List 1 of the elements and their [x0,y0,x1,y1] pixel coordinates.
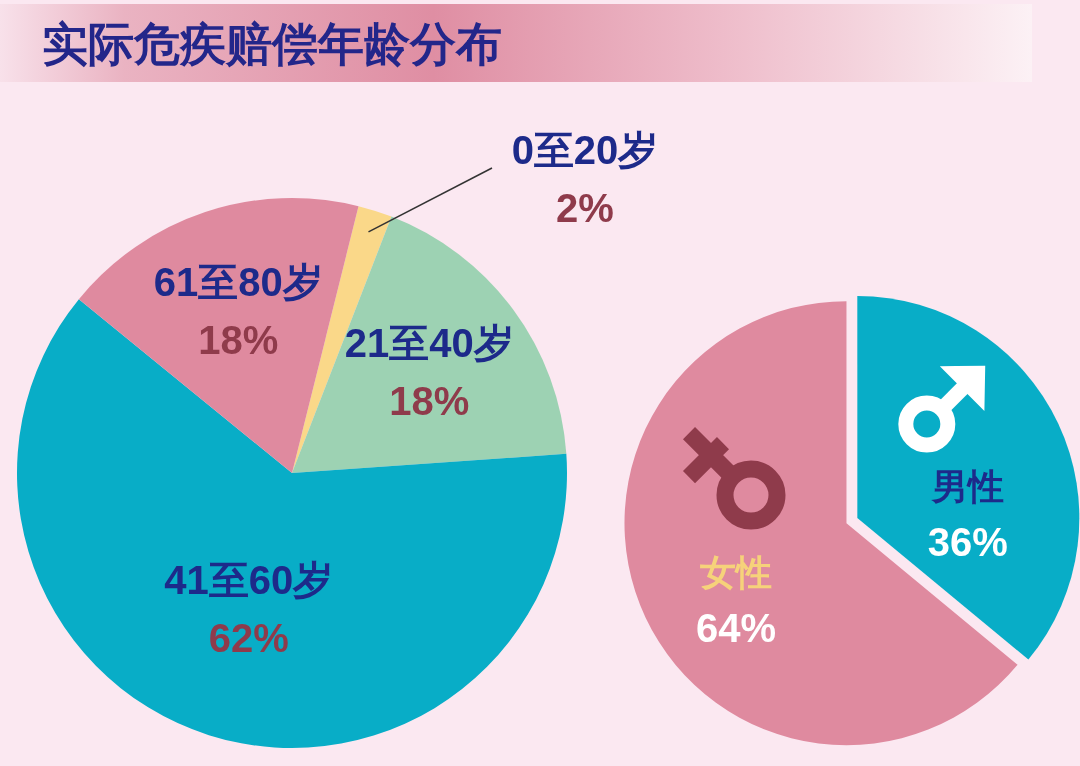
title: 实际危疾赔偿年龄分布 [42,18,502,70]
